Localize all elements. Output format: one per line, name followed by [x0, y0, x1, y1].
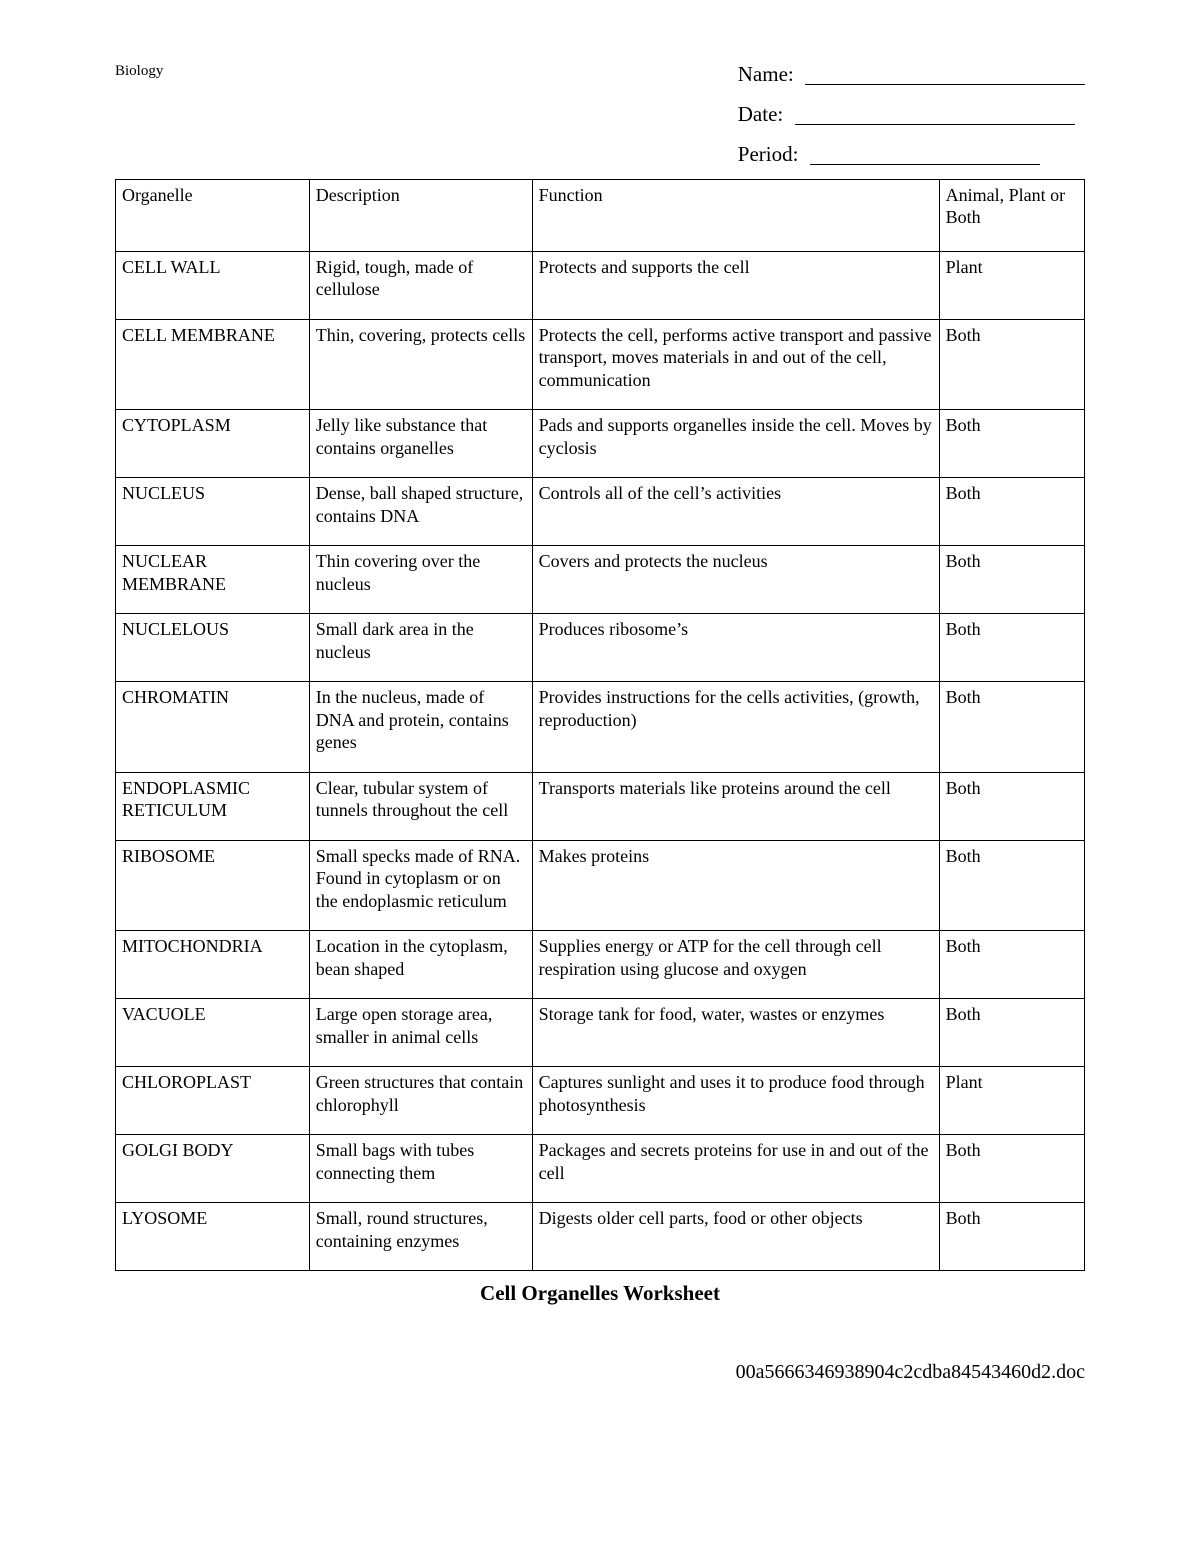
cell-organelle: CHROMATIN	[116, 682, 310, 773]
column-header-organelle: Organelle	[116, 179, 310, 251]
cell-function: Packages and secrets proteins for use in…	[532, 1135, 939, 1203]
cell-organelle: MITOCHONDRIA	[116, 931, 310, 999]
cell-organelle: GOLGI BODY	[116, 1135, 310, 1203]
cell-description: In the nucleus, made of DNA and protein,…	[309, 682, 532, 773]
cell-organelle: NUCLEUS	[116, 478, 310, 546]
cell-type: Both	[939, 682, 1084, 773]
cell-type: Both	[939, 410, 1084, 478]
cell-type: Both	[939, 478, 1084, 546]
cell-function: Supplies energy or ATP for the cell thro…	[532, 931, 939, 999]
table-row: CELL WALLRigid, tough, made of cellulose…	[116, 251, 1085, 319]
period-line: Period:	[738, 135, 1085, 175]
cell-type: Both	[939, 772, 1084, 840]
cell-type: Plant	[939, 251, 1084, 319]
date-blank[interactable]	[795, 124, 1075, 125]
table-row: NUCLELOUSSmall dark area in the nucleusP…	[116, 614, 1085, 682]
cell-description: Location in the cytoplasm, bean shaped	[309, 931, 532, 999]
table-row: ENDOPLASMIC RETICULUMClear, tubular syst…	[116, 772, 1085, 840]
header: Biology Name: Date: Period:	[115, 55, 1085, 175]
cell-organelle: LYOSOME	[116, 1203, 310, 1271]
cell-description: Large open storage area, smaller in anim…	[309, 999, 532, 1067]
column-header-type: Animal, Plant or Both	[939, 179, 1084, 251]
cell-function: Covers and protects the nucleus	[532, 546, 939, 614]
footer-filename: 00a5666346938904c2cdba84543460d2.doc	[115, 1361, 1085, 1384]
cell-organelle: CYTOPLASM	[116, 410, 310, 478]
cell-function: Pads and supports organelles inside the …	[532, 410, 939, 478]
period-blank[interactable]	[810, 164, 1040, 165]
name-blank[interactable]	[805, 84, 1085, 85]
cell-function: Provides instructions for the cells acti…	[532, 682, 939, 773]
cell-description: Thin covering over the nucleus	[309, 546, 532, 614]
cell-description: Small, round structures, containing enzy…	[309, 1203, 532, 1271]
cell-function: Protects and supports the cell	[532, 251, 939, 319]
cell-description: Dense, ball shaped structure, contains D…	[309, 478, 532, 546]
worksheet-page: Biology Name: Date: Period: OrganelleDes…	[0, 0, 1200, 1424]
table-row: NUCLEAR MEMBRANEThin covering over the n…	[116, 546, 1085, 614]
table-row: CHROMATINIn the nucleus, made of DNA and…	[116, 682, 1085, 773]
organelles-table: OrganelleDescriptionFunctionAnimal, Plan…	[115, 179, 1085, 1272]
cell-type: Both	[939, 1203, 1084, 1271]
cell-type: Both	[939, 546, 1084, 614]
subject-label: Biology	[115, 55, 163, 80]
table-row: LYOSOMESmall, round structures, containi…	[116, 1203, 1085, 1271]
cell-organelle: NUCLEAR MEMBRANE	[116, 546, 310, 614]
table-row: MITOCHONDRIALocation in the cytoplasm, b…	[116, 931, 1085, 999]
column-header-description: Description	[309, 179, 532, 251]
cell-description: Thin, covering, protects cells	[309, 319, 532, 410]
cell-function: Makes proteins	[532, 840, 939, 931]
date-line: Date:	[738, 95, 1085, 135]
cell-organelle: CHLOROPLAST	[116, 1067, 310, 1135]
cell-type: Both	[939, 999, 1084, 1067]
table-row: CELL MEMBRANEThin, covering, protects ce…	[116, 319, 1085, 410]
column-header-function: Function	[532, 179, 939, 251]
cell-description: Green structures that contain chlorophyl…	[309, 1067, 532, 1135]
table-row: VACUOLELarge open storage area, smaller …	[116, 999, 1085, 1067]
cell-description: Small bags with tubes connecting them	[309, 1135, 532, 1203]
cell-organelle: CELL MEMBRANE	[116, 319, 310, 410]
cell-description: Jelly like substance that contains organ…	[309, 410, 532, 478]
cell-organelle: ENDOPLASMIC RETICULUM	[116, 772, 310, 840]
cell-type: Both	[939, 319, 1084, 410]
table-header-row: OrganelleDescriptionFunctionAnimal, Plan…	[116, 179, 1085, 251]
name-line: Name:	[738, 55, 1085, 95]
cell-function: Protects the cell, performs active trans…	[532, 319, 939, 410]
cell-function: Produces ribosome’s	[532, 614, 939, 682]
cell-description: Small dark area in the nucleus	[309, 614, 532, 682]
cell-function: Storage tank for food, water, wastes or …	[532, 999, 939, 1067]
period-label: Period:	[738, 142, 799, 166]
cell-description: Rigid, tough, made of cellulose	[309, 251, 532, 319]
cell-function: Controls all of the cell’s activities	[532, 478, 939, 546]
table-row: CYTOPLASMJelly like substance that conta…	[116, 410, 1085, 478]
worksheet-title: Cell Organelles Worksheet	[115, 1281, 1085, 1306]
cell-organelle: RIBOSOME	[116, 840, 310, 931]
name-label: Name:	[738, 62, 794, 86]
cell-function: Captures sunlight and uses it to produce…	[532, 1067, 939, 1135]
table-row: GOLGI BODYSmall bags with tubes connecti…	[116, 1135, 1085, 1203]
cell-organelle: NUCLELOUS	[116, 614, 310, 682]
cell-description: Small specks made of RNA. Found in cytop…	[309, 840, 532, 931]
cell-type: Plant	[939, 1067, 1084, 1135]
table-row: NUCLEUSDense, ball shaped structure, con…	[116, 478, 1085, 546]
cell-description: Clear, tubular system of tunnels through…	[309, 772, 532, 840]
cell-type: Both	[939, 1135, 1084, 1203]
student-info: Name: Date: Period:	[738, 55, 1085, 175]
cell-type: Both	[939, 931, 1084, 999]
cell-organelle: VACUOLE	[116, 999, 310, 1067]
cell-type: Both	[939, 840, 1084, 931]
table-row: RIBOSOMESmall specks made of RNA. Found …	[116, 840, 1085, 931]
cell-function: Transports materials like proteins aroun…	[532, 772, 939, 840]
date-label: Date:	[738, 102, 783, 126]
table-row: CHLOROPLASTGreen structures that contain…	[116, 1067, 1085, 1135]
cell-type: Both	[939, 614, 1084, 682]
cell-function: Digests older cell parts, food or other …	[532, 1203, 939, 1271]
cell-organelle: CELL WALL	[116, 251, 310, 319]
